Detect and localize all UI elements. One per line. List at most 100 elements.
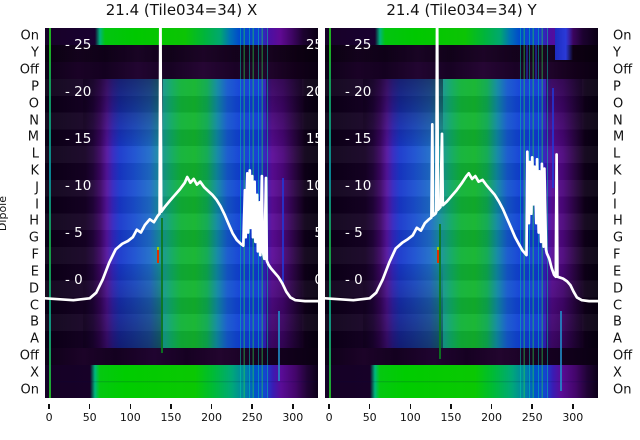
heatmap-band-off-top [325, 45, 598, 79]
x-tick-label: 0 [45, 411, 53, 424]
x-tick-label: 0 [325, 411, 333, 424]
x-axis-left: 0 50 100 150 200 250 300 [45, 400, 318, 430]
row-label: On [20, 28, 39, 44]
row-label: E [30, 264, 39, 280]
x-tick-label: 300 [282, 411, 304, 424]
rfi-line-green [439, 224, 441, 359]
row-label: L [613, 146, 621, 162]
y-tick-label: - 10 [345, 177, 372, 194]
rfi-tick-red [157, 247, 159, 263]
y-tick-label: 15 [305, 130, 318, 147]
heatmap-shading [363, 78, 443, 348]
y-tick-label: - 5 [345, 224, 363, 241]
row-label: Off [613, 62, 633, 78]
row-label: N [613, 113, 623, 128]
y-tick-label: - 15 [345, 130, 372, 147]
x-tick-mark [129, 404, 132, 409]
y-tick-label: 20 [305, 83, 318, 100]
x-tick-label: 50 [82, 411, 97, 424]
row-label: H [29, 213, 39, 229]
x-tick-mark [409, 404, 412, 409]
row-label: Off [19, 62, 39, 78]
first-channel-line [328, 28, 331, 398]
row-label: On [613, 28, 632, 44]
row-label: O [28, 96, 39, 112]
heatmap-panel-y: - 25 - 20 - 15 - 10 - 5 - 0 [325, 28, 598, 398]
row-label: Y [613, 45, 621, 61]
x-tick-label: 100 [399, 411, 421, 424]
row-label: O [613, 96, 624, 112]
y-tick-label: - 5 [65, 224, 83, 241]
row-label: K [613, 163, 622, 179]
x-tick-mark [292, 404, 294, 409]
row-label: Off [19, 348, 39, 364]
row-label: D [613, 281, 624, 297]
y-tick-label: - 25 [345, 36, 372, 53]
row-label: E [613, 264, 622, 280]
row-label: L [31, 146, 39, 162]
y-tick-label: - 20 [65, 83, 92, 100]
row-label: D [28, 281, 39, 297]
x-tick-label: 250 [241, 411, 263, 424]
x-tick-label: 300 [562, 411, 584, 424]
x-axis-right: 0 50 100 150 200 250 300 [325, 400, 598, 430]
row-label: Y [31, 45, 39, 61]
heatmap-panel-x: - 25 - 20 - 15 - 10 - 5 - 0 25 20 15 10 5 0 [45, 28, 318, 398]
row-label: X [613, 365, 622, 381]
x-tick-mark [88, 404, 91, 409]
heatmap-shading [266, 78, 302, 348]
rfi-line-green [161, 218, 163, 353]
row-label: K [30, 163, 39, 179]
first-channel-line [48, 28, 51, 398]
y-tick-label: - 15 [65, 130, 92, 147]
row-label: C [29, 298, 39, 313]
x-tick-mark [490, 404, 493, 409]
row-label: J [613, 180, 617, 196]
y-tick-label: 5 [314, 225, 318, 241]
median-spectrum-curve-y [325, 28, 598, 303]
y-tick-label: - 0 [345, 271, 363, 288]
x-tick-mark [572, 404, 574, 409]
row-label: X [30, 365, 39, 381]
panel-title-x: 21.4 (Tile034=34) X [105, 1, 258, 19]
x-tick-label: 100 [119, 411, 141, 424]
row-label: N [29, 113, 39, 128]
x-tick-mark [48, 404, 50, 409]
row-label: A [613, 331, 622, 347]
y-tick-label: - 0 [65, 271, 83, 288]
heatmap-band-off-top [45, 45, 318, 79]
row-label: A [30, 331, 39, 347]
rfi-line-blue [535, 28, 537, 83]
x-tick-label: 250 [521, 411, 543, 424]
row-label: On [20, 382, 39, 398]
panel-title-y: 21.4 (Tile034=34) Y [386, 1, 537, 19]
y-tick-label: - 20 [345, 83, 372, 100]
row-label: B [613, 314, 622, 330]
heatmap-band-off-bottom [325, 347, 598, 365]
x-tick-label: 150 [160, 411, 182, 424]
row-label: G [613, 230, 624, 246]
row-label: F [31, 247, 39, 263]
heatmap-band-off-bottom [45, 347, 318, 365]
rfi-line-blue [526, 28, 528, 83]
row-label: G [28, 230, 39, 246]
heatmap-band-on-bottom [325, 364, 598, 398]
row-label: F [613, 247, 621, 263]
y-tick-label: 0 [314, 272, 318, 288]
row-label: On [613, 382, 632, 398]
y-tick-label: - 10 [65, 177, 92, 194]
x-tick-mark [328, 404, 330, 409]
rfi-tick-red [437, 247, 439, 263]
row-label: M [613, 129, 625, 145]
row-label: Off [613, 348, 633, 364]
rfi-line-blue [282, 178, 284, 286]
x-tick-label: 200 [481, 411, 503, 424]
row-labels-right: On Y Off P O N M L K J I H G F E D C B A Off X On [613, 0, 640, 440]
x-tick-mark [368, 404, 371, 409]
y-tick-label: 10 [305, 177, 318, 194]
rfi-block-blue [555, 28, 573, 60]
heatmap-band-on-bottom [45, 364, 318, 398]
rfi-line-blue [552, 88, 554, 188]
rfi-line-blue [560, 311, 562, 391]
x-tick-mark [210, 404, 213, 409]
